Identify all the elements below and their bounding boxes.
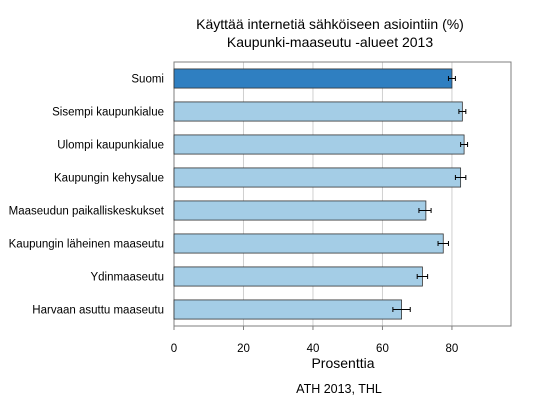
category-label-4: Maaseudun paikalliskeskukset (9, 206, 165, 218)
x-tick-label-3: 60 (376, 343, 389, 355)
error-bar-2 (460, 142, 469, 147)
bar-2 (173, 134, 465, 155)
bar-0 (173, 68, 453, 89)
category-label-3: Kaupungin kehysalue (54, 173, 164, 185)
x-tick-label-1: 20 (237, 343, 250, 355)
bar-4 (173, 200, 427, 221)
error-bars (392, 76, 469, 312)
category-label-0: Suomi (131, 74, 164, 86)
source-note: ATH 2013, THL (296, 382, 382, 396)
error-bar-4 (418, 208, 432, 213)
category-label-5: Kaupungin läheinen maaseutu (9, 239, 164, 251)
error-bar-7 (392, 307, 411, 312)
bar-3 (173, 167, 462, 188)
chart-subtitle: Kaupunki-maaseutu -alueet 2013 (227, 34, 433, 50)
x-axis-title: Prosenttia (311, 355, 374, 371)
x-tick-label-0: 0 (171, 343, 177, 355)
plot-frame (173, 61, 512, 327)
category-label-6: Ydinmaaseutu (90, 272, 164, 284)
category-label-7: Harvaan asuttu maaseutu (32, 305, 164, 317)
category-label-1: Sisempi kaupunkialue (52, 107, 164, 119)
category-labels: Suomi Sisempi kaupunkialue Ulompi kaupunki… (9, 74, 165, 317)
error-bar-6 (416, 274, 429, 279)
bars (173, 68, 465, 320)
bar-6 (173, 266, 423, 287)
bar-1 (173, 101, 463, 122)
bar-7 (173, 299, 402, 320)
x-tick-labels: 0 20 40 60 80 (171, 326, 459, 355)
bar-5 (173, 233, 444, 254)
error-bar-0 (447, 76, 456, 81)
x-tick-label-4: 80 (446, 343, 459, 355)
chart-title: Käyttää internetiä sähköiseen asiointiin… (196, 16, 464, 32)
error-bar-3 (454, 175, 467, 180)
error-bar-1 (458, 109, 467, 114)
category-label-2: Ulompi kaupunkialue (57, 140, 164, 152)
x-tick-label-2: 40 (307, 343, 320, 355)
error-bar-5 (437, 241, 449, 246)
